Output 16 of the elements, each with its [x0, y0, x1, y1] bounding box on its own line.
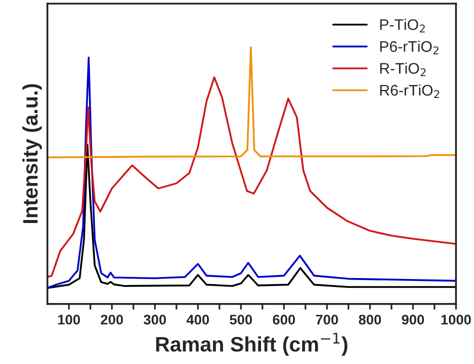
legend-label: P-TiO$_{2}$ [380, 18, 425, 32]
x-tick-label: 600 [272, 314, 295, 325]
x-axis-title: Raman Shift (cm$^{−1}$) [156, 332, 348, 356]
x-tick-label: 1000 [441, 314, 471, 325]
x-tick-label: 800 [358, 314, 381, 325]
x-tick-label: 200 [100, 314, 123, 325]
legend-label: R6-rTiO$_{2}$ [380, 84, 440, 98]
y-axis-title: Intensity (a.u.) [22, 84, 42, 223]
x-tick-label: 100 [58, 314, 80, 325]
legend-label: R-TiO$_{2}$ [380, 62, 426, 76]
x-tick-label: 900 [402, 314, 424, 325]
x-tick-label: 700 [316, 314, 338, 325]
x-tick-label: 400 [186, 314, 209, 325]
x-tick-label: 500 [230, 314, 252, 325]
legend-label: P6-rTiO$_{2}$ [380, 40, 438, 54]
x-tick-label: 300 [144, 314, 166, 325]
